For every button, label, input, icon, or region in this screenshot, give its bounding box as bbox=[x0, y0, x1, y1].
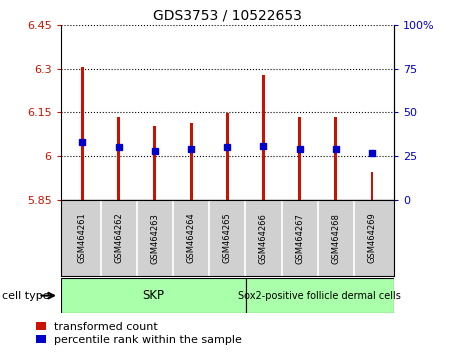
Text: GSM464267: GSM464267 bbox=[295, 213, 304, 263]
Text: GSM464269: GSM464269 bbox=[368, 213, 377, 263]
Bar bbox=[246, 278, 394, 313]
Text: SKP: SKP bbox=[142, 289, 164, 302]
Title: GDS3753 / 10522653: GDS3753 / 10522653 bbox=[153, 8, 302, 22]
Bar bbox=[298, 117, 301, 200]
Text: GSM464262: GSM464262 bbox=[114, 213, 123, 263]
Text: Sox2-positive follicle dermal cells: Sox2-positive follicle dermal cells bbox=[238, 291, 401, 301]
Bar bbox=[189, 122, 193, 200]
Text: GSM464266: GSM464266 bbox=[259, 213, 268, 263]
Text: cell type: cell type bbox=[2, 291, 50, 301]
Text: GSM464265: GSM464265 bbox=[223, 213, 232, 263]
Bar bbox=[262, 75, 265, 200]
Bar bbox=[81, 67, 84, 200]
Text: GSM464263: GSM464263 bbox=[150, 213, 159, 263]
Bar bbox=[61, 278, 246, 313]
Legend: transformed count, percentile rank within the sample: transformed count, percentile rank withi… bbox=[36, 321, 243, 345]
Bar bbox=[226, 113, 229, 200]
Text: GSM464268: GSM464268 bbox=[331, 213, 340, 263]
Bar bbox=[153, 126, 156, 200]
Bar bbox=[371, 172, 373, 200]
Bar bbox=[117, 117, 120, 200]
Bar bbox=[334, 117, 338, 200]
Text: GSM464261: GSM464261 bbox=[78, 213, 87, 263]
Text: GSM464264: GSM464264 bbox=[187, 213, 196, 263]
